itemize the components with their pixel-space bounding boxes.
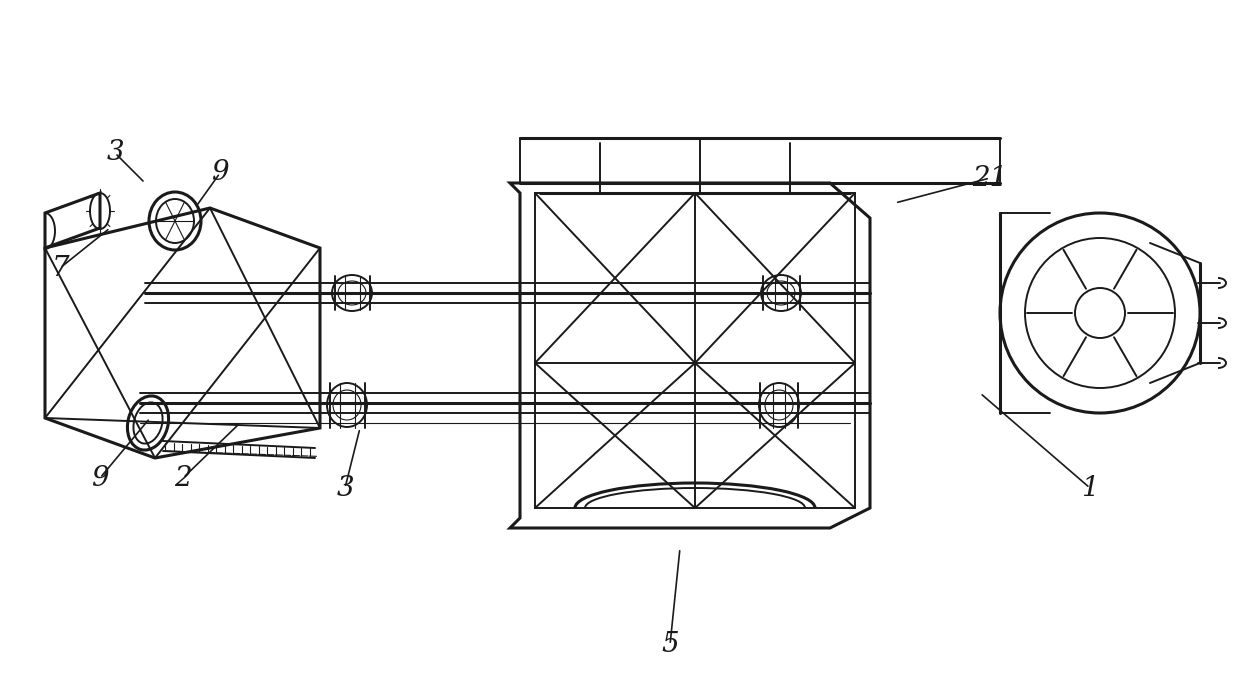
Text: 1: 1 bbox=[1081, 475, 1099, 501]
Text: 9: 9 bbox=[211, 160, 229, 186]
Text: 7: 7 bbox=[51, 255, 68, 281]
Text: 5: 5 bbox=[661, 632, 678, 658]
Text: 3: 3 bbox=[336, 475, 353, 501]
Text: 21: 21 bbox=[972, 165, 1008, 191]
Text: 3: 3 bbox=[107, 139, 124, 167]
Text: 9: 9 bbox=[92, 464, 109, 492]
Text: 2: 2 bbox=[174, 464, 192, 492]
